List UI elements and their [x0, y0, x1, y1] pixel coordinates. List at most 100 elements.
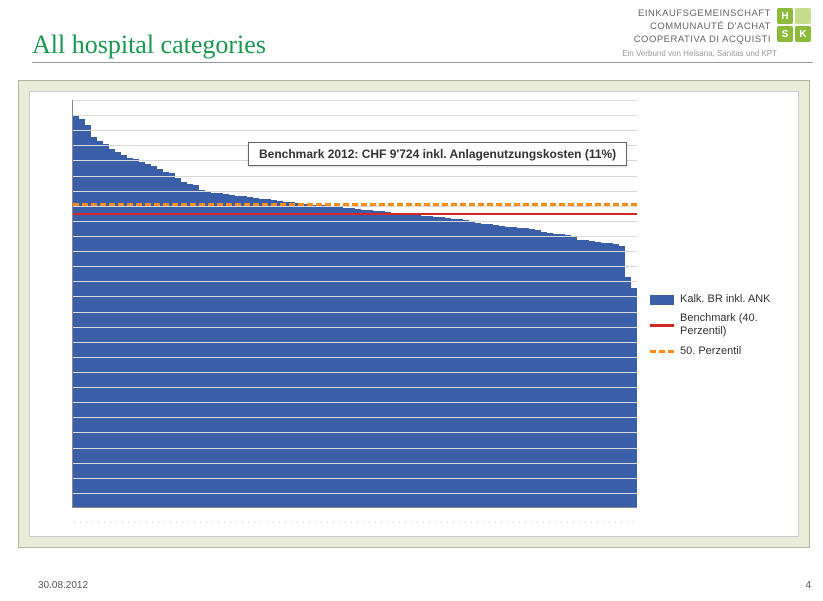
bar	[577, 240, 583, 507]
x-tick-label: ·	[265, 508, 271, 536]
bar-fill	[223, 194, 229, 507]
bar	[565, 235, 571, 507]
bar-fill	[97, 141, 103, 507]
bar-fill	[241, 196, 247, 507]
bar-fill	[271, 200, 277, 507]
bar-fill	[295, 203, 301, 507]
bar	[229, 195, 235, 507]
bar	[301, 204, 307, 507]
gridline	[73, 402, 637, 403]
bar	[553, 234, 559, 508]
x-axis-labels: ········································…	[72, 508, 637, 538]
bar-fill	[565, 235, 571, 507]
bar-fill	[169, 173, 175, 507]
bar	[535, 230, 541, 507]
x-tick-label: ·	[373, 508, 379, 536]
x-tick-label: ·	[367, 508, 373, 536]
gridline	[73, 342, 637, 343]
x-tick-label: ·	[349, 508, 355, 536]
gridline	[73, 448, 637, 449]
bar	[79, 119, 85, 507]
bar-fill	[493, 225, 499, 507]
bar-fill	[547, 233, 553, 507]
bar-fill	[535, 230, 541, 507]
p50-line	[73, 203, 637, 206]
gridline	[73, 417, 637, 418]
gridline	[73, 115, 637, 116]
gridline	[73, 251, 637, 252]
bar	[277, 201, 283, 507]
bar-fill	[79, 119, 85, 507]
legend-swatch-p50	[650, 350, 674, 353]
bar	[517, 228, 523, 507]
bar-fill	[301, 204, 307, 507]
bar	[217, 193, 223, 507]
bar-fill	[259, 199, 265, 507]
logo-text: EINKAUFSGEMEINSCHAFT COMMUNAUTÉ D'ACHAT …	[622, 8, 771, 46]
bar-fill	[193, 185, 199, 507]
bar	[295, 203, 301, 507]
y-axis-labels: -5001'0001'5002'0002'5003'0003'5004'0004…	[30, 100, 72, 508]
legend-item-benchmark: Benchmark (40. Perzentil)	[650, 312, 800, 338]
x-tick-label: ·	[258, 508, 264, 536]
bar	[289, 202, 295, 507]
chart-inner: -5001'0001'5002'0002'5003'0003'5004'0004…	[29, 91, 799, 537]
bar	[223, 194, 229, 507]
bar-fill	[541, 232, 547, 507]
bar	[307, 204, 313, 507]
x-tick-label: ·	[391, 508, 397, 536]
x-tick-label: ·	[631, 508, 637, 536]
bar	[97, 141, 103, 507]
logo-tile-s: S	[777, 26, 793, 42]
bar	[523, 228, 529, 507]
bar	[505, 227, 511, 507]
bar-fill	[85, 125, 91, 507]
gridline	[73, 327, 637, 328]
bar-fill	[91, 137, 97, 507]
bar-fill	[145, 164, 151, 507]
bar-fill	[253, 198, 259, 507]
x-tick-label: ·	[355, 508, 361, 536]
bar-fill	[613, 244, 619, 507]
gridline	[73, 312, 637, 313]
bar-fill	[133, 159, 139, 507]
bar-fill	[577, 240, 583, 507]
bar-fill	[235, 196, 241, 507]
bar	[499, 226, 505, 507]
bar-fill	[499, 226, 505, 507]
gridline	[73, 266, 637, 267]
x-tick-label: ·	[385, 508, 391, 536]
title-underline	[32, 62, 813, 63]
bar	[451, 219, 457, 507]
bar-fill	[199, 190, 205, 507]
bar	[271, 200, 277, 507]
bar-fill	[265, 199, 271, 507]
bar-fill	[289, 202, 295, 507]
bar	[283, 202, 289, 507]
bar	[469, 221, 475, 507]
bar-fill	[529, 229, 535, 507]
x-tick-label: ·	[379, 508, 385, 536]
logo: EINKAUFSGEMEINSCHAFT COMMUNAUTÉ D'ACHAT …	[622, 8, 811, 58]
bar	[133, 159, 139, 507]
bar	[247, 197, 253, 507]
bar	[145, 164, 151, 507]
bar	[265, 199, 271, 507]
bar-fill	[151, 166, 157, 508]
bar	[121, 155, 127, 507]
bar	[463, 220, 469, 507]
gridline	[73, 130, 637, 131]
gridline	[73, 296, 637, 297]
bar-fill	[211, 193, 217, 507]
bar	[151, 166, 157, 508]
bar	[169, 173, 175, 507]
bar-fill	[127, 158, 133, 507]
legend-item-bar: Kalk. BR inkl. ANK	[650, 293, 800, 306]
bar	[631, 288, 637, 507]
bar-fill	[517, 228, 523, 507]
x-tick-label: ·	[283, 508, 289, 536]
gridline	[73, 478, 637, 479]
bar	[253, 198, 259, 507]
bar	[619, 246, 625, 507]
gridline	[73, 221, 637, 222]
